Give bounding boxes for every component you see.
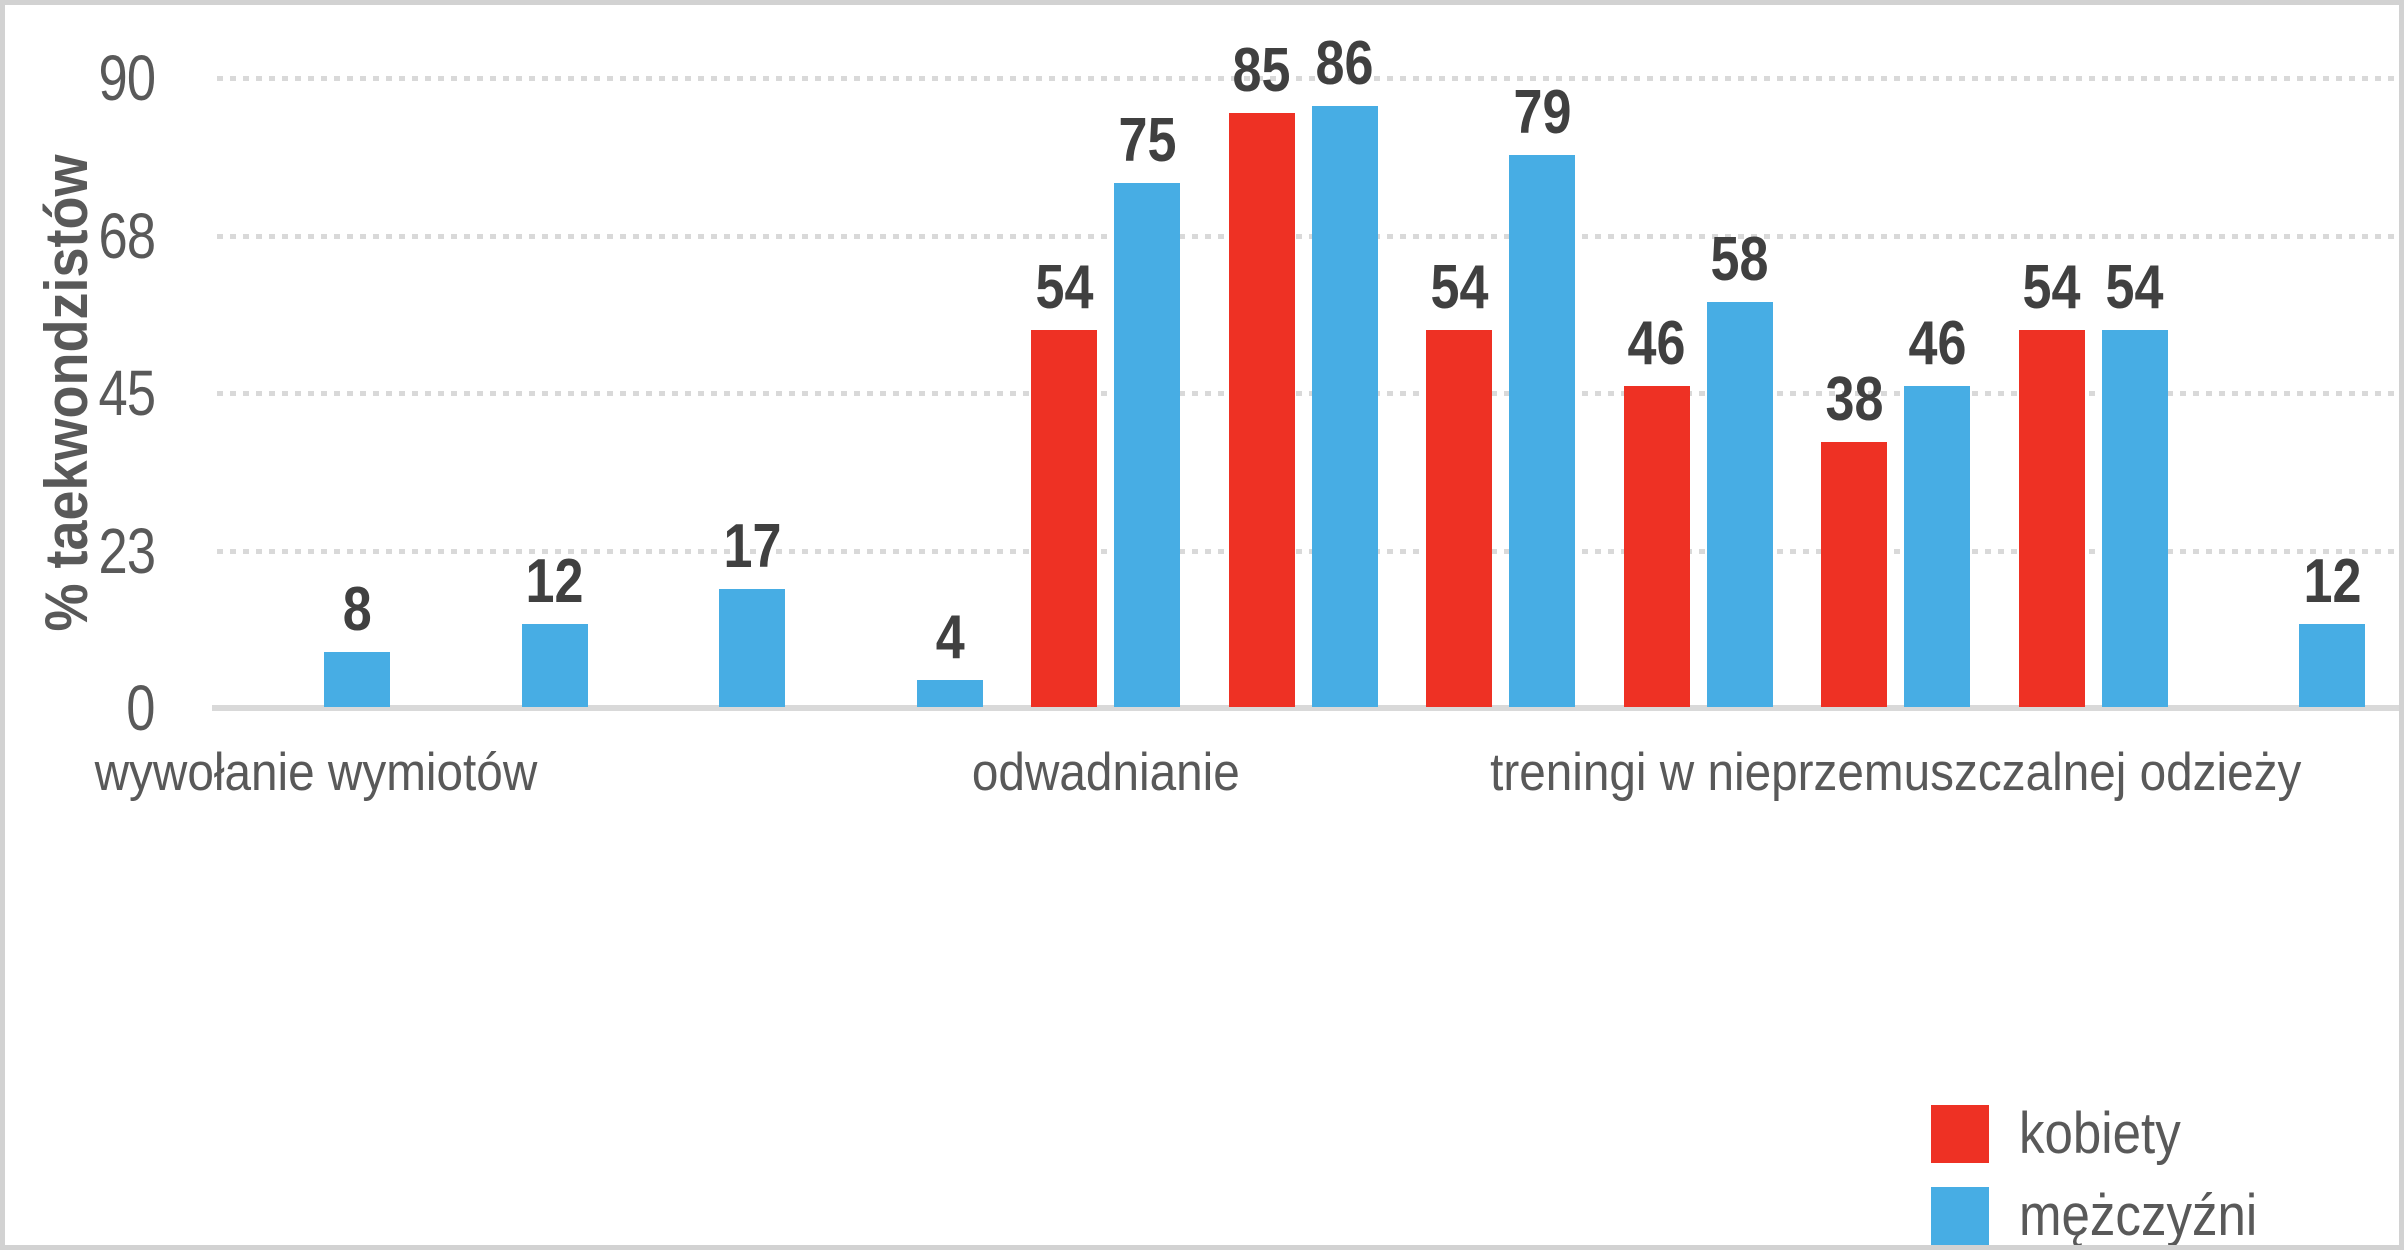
bar-mężczyźni-2 (521, 624, 588, 707)
y-tick-label-23: 23 (98, 514, 156, 587)
bar-kobiety-8 (1623, 386, 1690, 707)
bar-value-label-mężczyźni-3: 17 (723, 512, 782, 581)
bar-value-label-mężczyźni-7: 79 (1513, 78, 1572, 147)
legend-swatch-kobiety (1931, 1105, 1989, 1163)
bar-value-label-mężczyźni-8: 58 (1710, 225, 1769, 294)
legend-label-mężczyźni: mężczyźni (2019, 1183, 2258, 1248)
y-tick-label-68: 68 (98, 199, 156, 272)
bar-value-label-kobiety-5: 54 (1035, 253, 1094, 322)
bar-value-label-kobiety-6: 85 (1232, 36, 1291, 105)
bar-kobiety-10 (2018, 330, 2085, 707)
bar-value-label-mężczyźni-4: 4 (935, 603, 965, 672)
bar-mężczyźni-6 (1311, 106, 1378, 707)
bar-value-label-kobiety-7: 54 (1430, 253, 1489, 322)
bar-value-label-mężczyźni-1: 8 (342, 575, 372, 644)
bar-value-label-kobiety-10: 54 (2022, 253, 2081, 322)
legend-swatch-mężczyźni (1931, 1187, 1989, 1245)
bar-value-label-mężczyźni-6: 86 (1315, 29, 1374, 98)
legend-label-kobiety: kobiety (2019, 1101, 2181, 1166)
bar-mężczyźni-5 (1114, 183, 1181, 707)
bar-value-label-mężczyźni-9: 46 (1908, 309, 1967, 378)
bar-value-label-mężczyźni-5: 75 (1118, 106, 1177, 175)
gridline-45 (217, 391, 2396, 396)
bar-mężczyźni-10 (2101, 330, 2168, 707)
bar-value-label-kobiety-8: 46 (1627, 309, 1686, 378)
bar-kobiety-9 (1821, 442, 1888, 707)
legend-item-mężczyźni: mężczyźni (1931, 1187, 2290, 1245)
bar-kobiety-6 (1228, 113, 1295, 707)
gridline-68 (217, 233, 2396, 239)
gridline-90 (217, 76, 2396, 81)
category-label-5: odwadnianie (971, 743, 1240, 802)
bar-mężczyźni-4 (916, 680, 983, 707)
bar-mężczyźni-8 (1706, 302, 1773, 707)
y-tick-label-45: 45 (98, 357, 156, 429)
bar-kobiety-5 (1031, 330, 1098, 707)
bar-value-label-mężczyźni-11: 12 (2303, 547, 2362, 616)
bar-value-label-mężczyźni-10: 54 (2105, 253, 2164, 322)
bar-mężczyźni-9 (1904, 386, 1971, 707)
x-axis-line (212, 705, 2399, 711)
bar-mężczyźni-7 (1509, 155, 1576, 707)
y-tick-label-90: 90 (98, 42, 156, 114)
category-label-9: treningi w nieprzemuszczalnej odzieży (1490, 743, 2302, 802)
bar-value-label-kobiety-9: 38 (1825, 365, 1884, 434)
bar-mężczyźni-11 (2299, 624, 2366, 707)
y-tick-label-0: 0 (126, 672, 156, 744)
bar-mężczyźni-1 (324, 652, 391, 707)
legend: kobiety mężczyźni (1931, 1105, 2290, 1245)
bar-mężczyźni-3 (719, 589, 786, 707)
legend-item-kobiety: kobiety (1931, 1105, 2290, 1163)
bar-kobiety-7 (1426, 330, 1493, 707)
gridline-23 (217, 548, 2396, 554)
category-label-1: wywołanie wymiotów (94, 743, 538, 802)
bar-value-label-mężczyźni-2: 12 (525, 547, 584, 616)
